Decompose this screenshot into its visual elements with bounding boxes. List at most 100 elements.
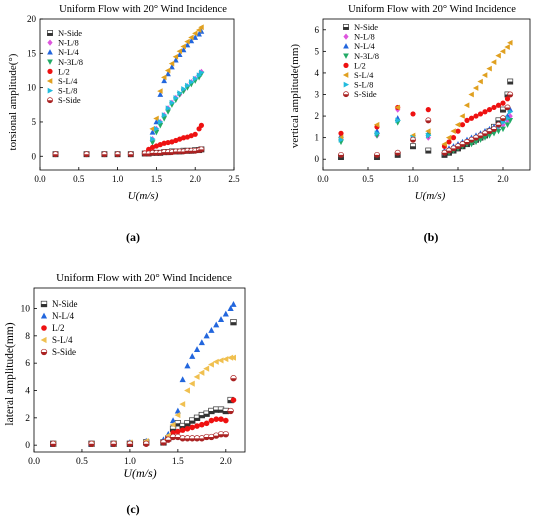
data-point [213,432,220,439]
legend-marker [343,81,350,88]
x-tick-label: 0.0 [317,174,329,184]
legend-label: L/2 [354,60,366,70]
y-tick-label: 6 [25,359,30,369]
data-point [486,107,493,113]
data-point [212,358,219,365]
x-tick-label: 0.5 [76,457,88,467]
data-point [203,332,210,339]
data-point [486,65,492,72]
y-tick-label: 5 [315,46,320,56]
panel-label: (c) [126,502,139,516]
data-series [149,28,205,135]
data-point [208,433,215,441]
data-point [157,88,163,94]
data-point [490,59,497,66]
data-series [50,319,237,447]
data-point [500,126,506,133]
data-series [49,354,237,447]
data-point [157,91,164,97]
data-point [110,440,117,447]
data-point [173,95,179,101]
panel-label: (b) [424,230,439,244]
data-point [472,85,479,91]
data-point [179,376,186,383]
legend-label: L/2 [58,66,70,76]
data-point [459,122,466,128]
x-tick-label: 2.0 [497,174,509,184]
data-point [217,357,224,364]
data-point [338,136,345,143]
x-tick-label: 1.5 [452,174,464,184]
data-point [217,431,225,438]
legend-label: S-L/4 [58,76,78,86]
data-point [425,117,432,124]
data-point [450,135,457,141]
data-point [473,113,479,119]
panel-label: (a) [126,230,140,244]
data-point [227,305,234,312]
data-point [88,440,95,447]
y-tick-label: 0 [32,151,37,161]
data-point [338,151,344,158]
data-point [194,423,200,429]
data-point [143,440,150,447]
chart-panel-c: Uniform Flow with 20° Wind Incidence U(m… [4,272,246,516]
data-point [505,115,511,122]
data-point [192,131,198,137]
y-tick-label: 4 [25,387,30,397]
plot-frame [33,287,246,453]
legend-label: N-L/4 [52,311,74,321]
data-point [208,327,215,333]
y-tick-label: 20 [27,14,37,24]
data-point [169,433,177,441]
data-point [150,136,156,142]
data-point [154,125,160,132]
data-point [193,435,201,442]
x-tick-label: 1.0 [112,174,124,184]
data-point [184,387,190,394]
data-point [459,113,465,119]
data-point [213,321,220,328]
x-tick-label: 1.5 [172,457,184,467]
data-point [374,130,381,137]
data-point [165,139,171,146]
data-point [165,109,171,115]
legend-marker [343,62,349,68]
data-series [338,91,514,158]
y-tick-label: 0 [25,441,30,451]
data-point [185,82,191,89]
data-point [165,70,171,77]
legend-label: N-3L/8 [354,51,379,61]
data-point [168,60,175,67]
data-point [477,111,484,117]
data-point [464,117,470,123]
y-axis-label: vertical amplitude(mm) [289,44,301,148]
data-point [196,72,203,79]
x-tick-label: 0.5 [362,174,374,184]
data-point [127,151,134,158]
data-point [425,132,432,139]
legend-marker [343,33,349,40]
plot-area: 0.0 0.5 1.0 1.5 2.0 0 2 4 6 8 10 N-Side N-L/4 L/2 S-L/… [21,287,246,467]
data-point [410,111,416,117]
y-tick-label: 3 [315,90,320,100]
data-series [52,146,205,158]
data-point [507,112,513,120]
data-point [169,417,177,424]
plot-area: 0.0 0.5 1.0 1.5 2.0 2.5 0 5 10 15 20 N-SideN-L/8N-L… [27,14,240,184]
data-point [174,412,181,419]
legend-marker [47,87,54,94]
data-point [172,57,179,63]
data-point [495,52,501,59]
data-point [446,139,452,145]
data-point [184,425,191,432]
data-point [114,151,121,158]
data-point [192,34,199,40]
data-point [195,27,202,33]
y-axis-label: torsional amplitude(°) [7,53,19,150]
data-point [50,440,57,447]
plot-frame [39,18,235,171]
y-tick-label: 4 [315,68,320,78]
data-point [482,135,488,141]
y-axis-label: lateral amplitude(mm) [4,322,16,425]
